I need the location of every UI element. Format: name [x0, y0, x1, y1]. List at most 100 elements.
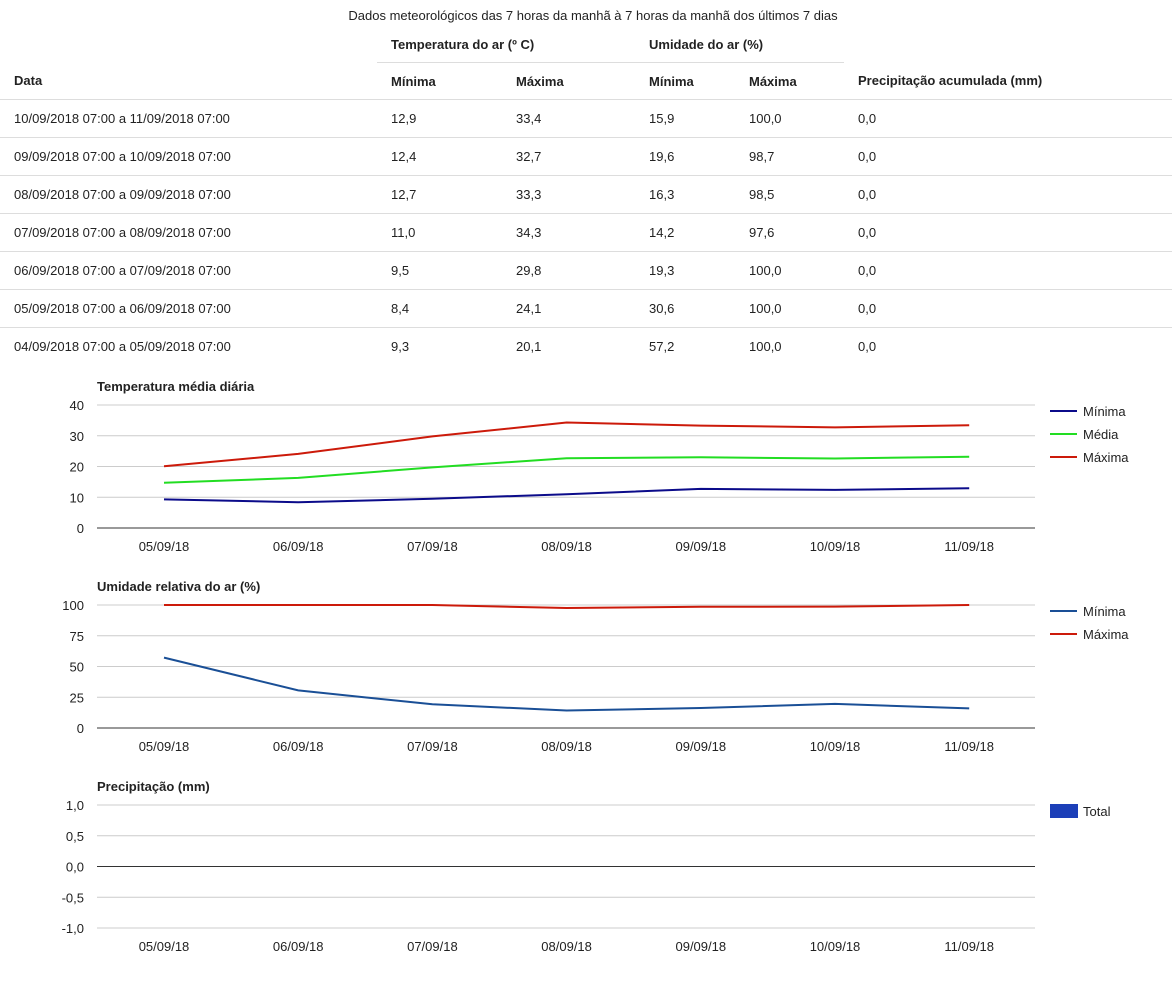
cell-hum-min: 19,3: [635, 252, 735, 290]
table-row: 07/09/2018 07:00 a 08/09/2018 07:00 11,0…: [0, 214, 1172, 252]
y-tick-label: 50: [70, 660, 84, 675]
weather-table: Temperatura do ar (º C) Umidade do ar (%…: [0, 26, 1172, 365]
cell-precip: 0,0: [844, 290, 1172, 328]
y-tick-label: 10: [70, 490, 84, 505]
cell-hum-max: 100,0: [735, 100, 844, 138]
y-tick-label: 0,5: [66, 829, 84, 844]
y-tick-label: 30: [70, 429, 84, 444]
cell-precip: 0,0: [844, 176, 1172, 214]
legend-label: Total: [1083, 804, 1111, 819]
chart-title: Umidade relativa do ar (%): [97, 579, 260, 594]
y-tick-label: 25: [70, 690, 84, 705]
cell-date: 08/09/2018 07:00 a 09/09/2018 07:00: [0, 176, 377, 214]
cell-hum-min: 16,3: [635, 176, 735, 214]
humidity-group-header: Umidade do ar (%): [635, 26, 844, 63]
x-tick-label: 08/09/18: [541, 939, 592, 954]
cell-hum-max: 97,6: [735, 214, 844, 252]
legend-label: Mínima: [1083, 604, 1126, 619]
cell-date: 04/09/2018 07:00 a 05/09/2018 07:00: [0, 328, 377, 366]
cell-precip: 0,0: [844, 328, 1172, 366]
cell-temp-max: 33,3: [502, 176, 635, 214]
x-tick-label: 09/09/18: [675, 939, 726, 954]
col-precip-header: Precipitação acumulada (mm): [844, 63, 1172, 100]
x-tick-label: 11/09/18: [944, 939, 994, 954]
y-tick-label: 1,0: [66, 798, 84, 813]
cell-temp-min: 12,7: [377, 176, 502, 214]
cell-hum-max: 100,0: [735, 328, 844, 366]
y-tick-label: 0: [77, 721, 84, 736]
x-tick-label: 06/09/18: [273, 739, 324, 754]
cell-temp-min: 9,5: [377, 252, 502, 290]
table-row: 06/09/2018 07:00 a 07/09/2018 07:00 9,5 …: [0, 252, 1172, 290]
table-row: 09/09/2018 07:00 a 10/09/2018 07:00 12,4…: [0, 138, 1172, 176]
x-tick-label: 09/09/18: [675, 539, 726, 554]
col-temp-max-header: Máxima: [502, 63, 635, 100]
cell-date: 09/09/2018 07:00 a 10/09/2018 07:00: [0, 138, 377, 176]
legend-label: Mínima: [1083, 404, 1126, 419]
x-tick-label: 11/09/18: [944, 739, 994, 754]
cell-temp-min: 8,4: [377, 290, 502, 328]
x-tick-label: 07/09/18: [407, 739, 458, 754]
series-line: [164, 423, 969, 467]
y-tick-label: 0,0: [66, 860, 84, 875]
y-tick-label: 75: [70, 629, 84, 644]
cell-temp-max: 33,4: [502, 100, 635, 138]
x-tick-label: 05/09/18: [139, 739, 190, 754]
x-tick-label: 05/09/18: [139, 939, 190, 954]
x-tick-label: 06/09/18: [273, 539, 324, 554]
temperature-group-header: Temperatura do ar (º C): [377, 26, 635, 63]
chart-title: Precipitação (mm): [97, 779, 210, 794]
cell-hum-max: 98,5: [735, 176, 844, 214]
cell-temp-max: 32,7: [502, 138, 635, 176]
temperature-chart: Temperatura média diária 0 10 20 30 40 05/09/1…: [0, 372, 1172, 572]
y-tick-label: 20: [70, 460, 84, 475]
x-tick-label: 07/09/18: [407, 539, 458, 554]
x-tick-label: 11/09/18: [944, 539, 994, 554]
cell-date: 07/09/2018 07:00 a 08/09/2018 07:00: [0, 214, 377, 252]
cell-hum-min: 19,6: [635, 138, 735, 176]
cell-precip: 0,0: [844, 252, 1172, 290]
table-row: 05/09/2018 07:00 a 06/09/2018 07:00 8,4 …: [0, 290, 1172, 328]
table-row: 04/09/2018 07:00 a 05/09/2018 07:00 9,3 …: [0, 328, 1172, 366]
x-tick-label: 05/09/18: [139, 539, 190, 554]
cell-hum-min: 30,6: [635, 290, 735, 328]
y-tick-label: 40: [70, 398, 84, 413]
legend-label: Média: [1083, 427, 1119, 442]
cell-hum-max: 98,7: [735, 138, 844, 176]
table-group-header-row: Temperatura do ar (º C) Umidade do ar (%…: [0, 26, 1172, 63]
y-tick-label: 100: [62, 598, 84, 613]
blank-header: [0, 26, 377, 63]
legend-swatch: [1050, 804, 1078, 818]
cell-hum-max: 100,0: [735, 290, 844, 328]
blank-header: [844, 26, 1172, 63]
cell-hum-min: 15,9: [635, 100, 735, 138]
cell-hum-max: 100,0: [735, 252, 844, 290]
cell-precip: 0,0: [844, 100, 1172, 138]
series-line: [164, 488, 969, 502]
table-column-header-row: Data Mínima Máxima Mínima Máxima Precipi…: [0, 63, 1172, 100]
y-tick-label: -1,0: [62, 921, 84, 936]
col-hum-max-header: Máxima: [735, 63, 844, 100]
x-tick-label: 10/09/18: [810, 539, 861, 554]
x-tick-label: 09/09/18: [675, 739, 726, 754]
cell-temp-min: 12,9: [377, 100, 502, 138]
col-temp-min-header: Mínima: [377, 63, 502, 100]
cell-temp-max: 34,3: [502, 214, 635, 252]
cell-precip: 0,0: [844, 138, 1172, 176]
page-caption: Dados meteorológicos das 7 horas da manh…: [0, 8, 1172, 23]
x-tick-label: 06/09/18: [273, 939, 324, 954]
col-hum-min-header: Mínima: [635, 63, 735, 100]
x-tick-label: 07/09/18: [407, 939, 458, 954]
chart-title: Temperatura média diária: [97, 379, 255, 394]
precipitation-chart: Precipitação (mm)-1,0-0,50,00,51,005/09/…: [0, 772, 1172, 992]
cell-temp-min: 12,4: [377, 138, 502, 176]
cell-date: 05/09/2018 07:00 a 06/09/2018 07:00: [0, 290, 377, 328]
series-line: [164, 457, 969, 483]
humidity-chart: Umidade relativa do ar (%) 0 25 50 75 100 05/0…: [0, 572, 1172, 772]
cell-hum-min: 57,2: [635, 328, 735, 366]
cell-temp-max: 29,8: [502, 252, 635, 290]
y-tick-label: 0: [77, 521, 84, 536]
cell-temp-min: 9,3: [377, 328, 502, 366]
x-tick-label: 10/09/18: [810, 739, 861, 754]
cell-temp-max: 20,1: [502, 328, 635, 366]
